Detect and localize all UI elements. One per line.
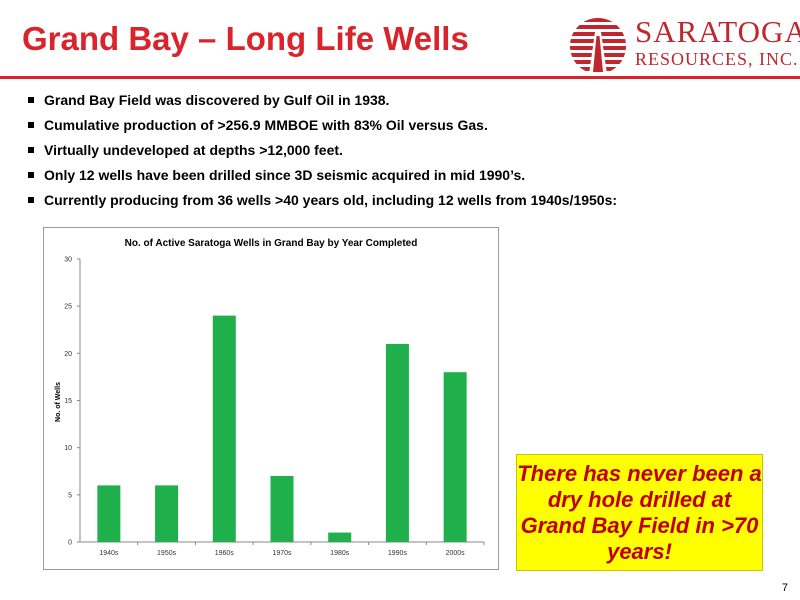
x-tick-label: 1960s [215, 550, 235, 557]
bullet-square-icon [28, 197, 34, 203]
logo-name: SARATOGA [635, 14, 800, 49]
bullet-item: Cumulative production of >256.9 MMBOE wi… [28, 115, 788, 140]
y-tick-label: 15 [64, 398, 72, 405]
bullet-square-icon [28, 122, 34, 128]
bar-1970s [270, 475, 294, 542]
x-tick-label: 1970s [272, 550, 292, 557]
y-tick-label: 30 [64, 257, 72, 264]
bullet-text: Only 12 wells have been drilled since 3D… [44, 167, 526, 183]
bar-1980s [328, 532, 352, 542]
bullet-item: Currently producing from 36 wells >40 ye… [28, 190, 788, 215]
bullet-item: Virtually undeveloped at depths >12,000 … [28, 140, 788, 165]
bullet-text: Grand Bay Field was discovered by Gulf O… [44, 92, 390, 108]
bar-1990s [385, 343, 409, 542]
callout-box: There has never been a dry hole drilled … [516, 454, 763, 571]
bullet-text: Cumulative production of >256.9 MMBOE wi… [44, 117, 488, 133]
bullet-square-icon [28, 97, 34, 103]
bar-1940s [97, 485, 121, 542]
x-tick-label: 1950s [157, 550, 177, 557]
bullet-item: Grand Bay Field was discovered by Gulf O… [28, 90, 788, 115]
y-tick-label: 5 [68, 492, 72, 499]
bullet-text: Currently producing from 36 wells >40 ye… [44, 192, 618, 208]
callout-text: There has never been a dry hole drilled … [517, 460, 762, 564]
sunrise-derrick-logo-icon [570, 18, 626, 74]
chart-canvas: No. of Active Saratoga Wells in Grand Ba… [55, 238, 485, 557]
company-logo: SARATOGA RESOURCES, INC. [565, 12, 800, 77]
title-divider [0, 76, 800, 79]
logo-subtitle: RESOURCES, INC. [635, 49, 799, 69]
y-axis-label: No. of Wells [55, 382, 62, 422]
bullet-square-icon [28, 172, 34, 178]
x-tick-label: 1990s [388, 550, 408, 557]
y-tick-label: 10 [64, 445, 72, 452]
wells-bar-chart: No. of Active Saratoga Wells in Grand Ba… [43, 227, 499, 570]
bullet-square-icon [28, 147, 34, 153]
x-tick-label: 1980s [330, 550, 350, 557]
x-tick-label: 1940s [99, 550, 119, 557]
y-tick-label: 20 [64, 351, 72, 358]
y-tick-label: 25 [64, 304, 72, 311]
bullet-item: Only 12 wells have been drilled since 3D… [28, 165, 788, 190]
bullet-list: Grand Bay Field was discovered by Gulf O… [28, 90, 788, 215]
page-number: 7 [781, 582, 788, 594]
bar-2000s [443, 372, 467, 542]
slide-title: Grand Bay – Long Life Wells [22, 20, 469, 57]
x-tick-label: 2000s [446, 550, 466, 557]
bullet-text: Virtually undeveloped at depths >12,000 … [44, 142, 343, 158]
bar-1950s [155, 485, 179, 542]
bar-1960s [212, 315, 236, 542]
chart-title: No. of Active Saratoga Wells in Grand Ba… [125, 238, 418, 249]
y-tick-label: 0 [68, 540, 72, 547]
